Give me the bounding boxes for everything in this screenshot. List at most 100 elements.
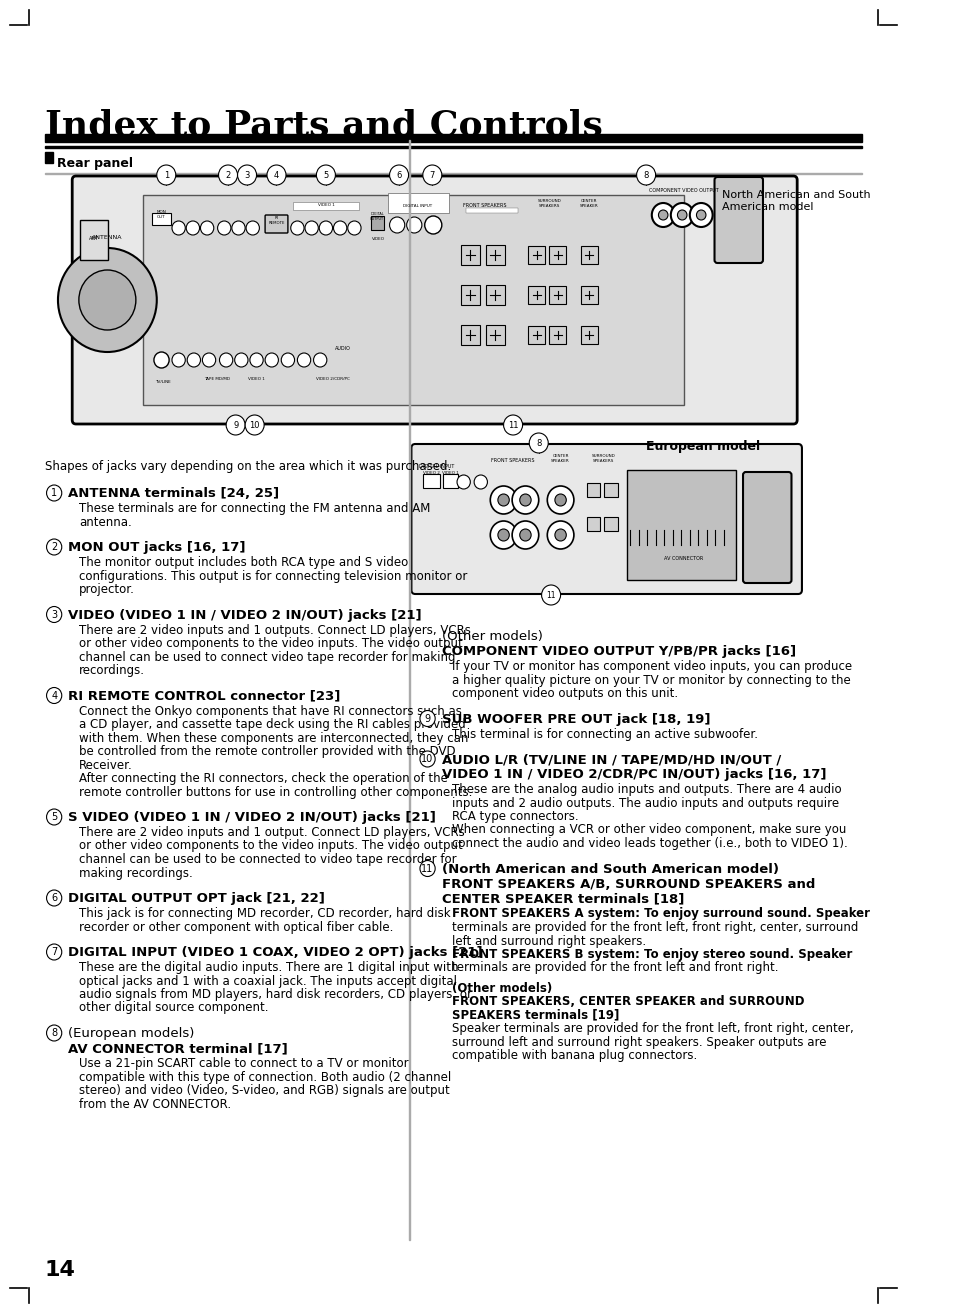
Circle shape — [316, 165, 335, 185]
Text: CENTER SPEAKER terminals [18]: CENTER SPEAKER terminals [18] — [441, 893, 683, 906]
Circle shape — [389, 165, 408, 185]
Text: This terminal is for connecting an active subwoofer.: This terminal is for connecting an activ… — [452, 727, 758, 741]
FancyBboxPatch shape — [72, 176, 797, 424]
Text: component video outputs on this unit.: component video outputs on this unit. — [452, 687, 678, 700]
Text: 2: 2 — [225, 171, 231, 180]
Text: AV CONNECTOR terminal [17]: AV CONNECTOR terminal [17] — [69, 1043, 288, 1056]
Text: 8: 8 — [536, 439, 541, 448]
Circle shape — [186, 221, 199, 235]
Text: MON
OUT: MON OUT — [156, 210, 166, 219]
Bar — [465, 207, 517, 213]
Circle shape — [689, 204, 712, 227]
Text: stereo) and video (Video, S-video, and RGB) signals are output: stereo) and video (Video, S-video, and R… — [79, 1085, 449, 1096]
Text: terminals are provided for the front left, front right, center, surround: terminals are provided for the front lef… — [452, 920, 858, 934]
Text: VIDEO 1: VIDEO 1 — [317, 204, 334, 207]
Text: 8: 8 — [642, 171, 648, 180]
Text: 6: 6 — [51, 893, 57, 903]
Text: (North American and South American model): (North American and South American model… — [441, 863, 778, 876]
Text: 4: 4 — [51, 691, 57, 701]
Text: COMPONENT VIDEO OUTPUT Y/PB/PR jacks [16]: COMPONENT VIDEO OUTPUT Y/PB/PR jacks [16… — [441, 645, 795, 658]
Circle shape — [529, 433, 548, 453]
Circle shape — [245, 415, 264, 435]
Circle shape — [503, 415, 522, 435]
Circle shape — [547, 486, 574, 513]
Text: This jack is for connecting MD recorder, CD recorder, hard disk: This jack is for connecting MD recorder,… — [79, 907, 450, 920]
FancyBboxPatch shape — [411, 444, 801, 593]
Text: These are the digital audio inputs. There are 1 digital input with: These are the digital audio inputs. Ther… — [79, 961, 457, 974]
Text: remote controller buttons for use in controlling other components.: remote controller buttons for use in con… — [79, 785, 472, 798]
Circle shape — [156, 165, 175, 185]
Text: CENTER
SPEAKER: CENTER SPEAKER — [551, 454, 569, 463]
Bar — [528, 246, 545, 264]
Text: other digital source component.: other digital source component. — [79, 1002, 268, 1015]
Bar — [442, 474, 457, 488]
Text: SPEAKERS terminals [19]: SPEAKERS terminals [19] — [452, 1008, 619, 1022]
Text: VIDEO: VIDEO — [372, 238, 384, 242]
Text: AV CONNECTOR: AV CONNECTOR — [664, 555, 703, 561]
Bar — [460, 246, 479, 265]
Text: making recordings.: making recordings. — [79, 867, 193, 880]
Circle shape — [474, 475, 487, 488]
Circle shape — [232, 221, 245, 235]
Circle shape — [406, 217, 421, 232]
Circle shape — [47, 484, 62, 502]
Text: VIDEO 2: VIDEO 2 — [422, 471, 439, 475]
Bar — [460, 326, 479, 345]
Text: 8: 8 — [51, 1028, 57, 1039]
Circle shape — [219, 353, 233, 368]
Bar — [580, 246, 597, 264]
Text: 1: 1 — [51, 488, 57, 498]
Text: VIDEO 2/CDR/PC: VIDEO 2/CDR/PC — [315, 377, 349, 381]
Circle shape — [153, 352, 169, 368]
Text: (Other models): (Other models) — [452, 982, 552, 995]
Text: If your TV or monitor has component video inputs, you can produce: If your TV or monitor has component vide… — [452, 660, 852, 674]
Bar — [45, 152, 53, 163]
Circle shape — [58, 248, 156, 352]
Text: a CD player, and cassette tape deck using the RI cables provided: a CD player, and cassette tape deck usin… — [79, 718, 465, 731]
Bar — [45, 134, 861, 142]
Bar — [603, 483, 617, 498]
Circle shape — [512, 486, 538, 513]
Text: After connecting the RI connectors, check the operation of the: After connecting the RI connectors, chec… — [79, 772, 447, 785]
Text: (Other models): (Other models) — [441, 630, 542, 643]
Bar — [422, 474, 439, 488]
Bar — [152, 213, 171, 225]
Circle shape — [226, 415, 245, 435]
Circle shape — [490, 486, 517, 513]
Text: ANT: ANT — [89, 236, 99, 242]
Bar — [485, 326, 504, 345]
Text: 14: 14 — [45, 1260, 75, 1280]
Circle shape — [237, 165, 256, 185]
Text: Rear panel: Rear panel — [57, 158, 132, 169]
Bar — [580, 326, 597, 344]
Text: 11: 11 — [421, 864, 434, 873]
Circle shape — [172, 353, 185, 368]
Text: or other video components to the video inputs. The video output: or other video components to the video i… — [79, 839, 462, 852]
Bar — [387, 193, 449, 213]
Text: There are 2 video inputs and 1 outputs. Connect LD players, VCRs: There are 2 video inputs and 1 outputs. … — [79, 624, 470, 637]
Circle shape — [250, 353, 263, 368]
Text: The monitor output includes both RCA type and S video: The monitor output includes both RCA typ… — [79, 555, 408, 569]
Circle shape — [555, 494, 566, 506]
Text: 10: 10 — [249, 420, 259, 429]
Circle shape — [519, 494, 531, 506]
FancyBboxPatch shape — [265, 215, 288, 232]
Text: ANTENNA: ANTENNA — [92, 235, 123, 240]
Circle shape — [305, 221, 318, 235]
Circle shape — [246, 221, 259, 235]
Text: channel can be used to be connected to video tape recorder for: channel can be used to be connected to v… — [79, 853, 456, 867]
Text: be controlled from the remote controller provided with the DVD: be controlled from the remote controller… — [79, 744, 455, 758]
Bar — [549, 286, 566, 305]
Bar — [549, 246, 566, 264]
Text: VIDEO (VIDEO 1 IN / VIDEO 2 IN/OUT) jacks [21]: VIDEO (VIDEO 1 IN / VIDEO 2 IN/OUT) jack… — [69, 608, 421, 621]
Text: DIGITAL
OUTPUT: DIGITAL OUTPUT — [370, 213, 384, 221]
Text: COMPONENT VIDEO OUTPUT: COMPONENT VIDEO OUTPUT — [649, 188, 719, 193]
Circle shape — [658, 210, 667, 221]
Circle shape — [696, 210, 705, 221]
Bar — [80, 221, 109, 260]
Text: FRONT SPEAKERS: FRONT SPEAKERS — [491, 458, 535, 463]
Text: SURROUND
SPEAKERS: SURROUND SPEAKERS — [591, 454, 615, 463]
Circle shape — [187, 353, 200, 368]
Text: SURROUND
SPEAKERS: SURROUND SPEAKERS — [537, 200, 560, 207]
Text: with them. When these components are interconnected, they can: with them. When these components are int… — [79, 731, 468, 744]
